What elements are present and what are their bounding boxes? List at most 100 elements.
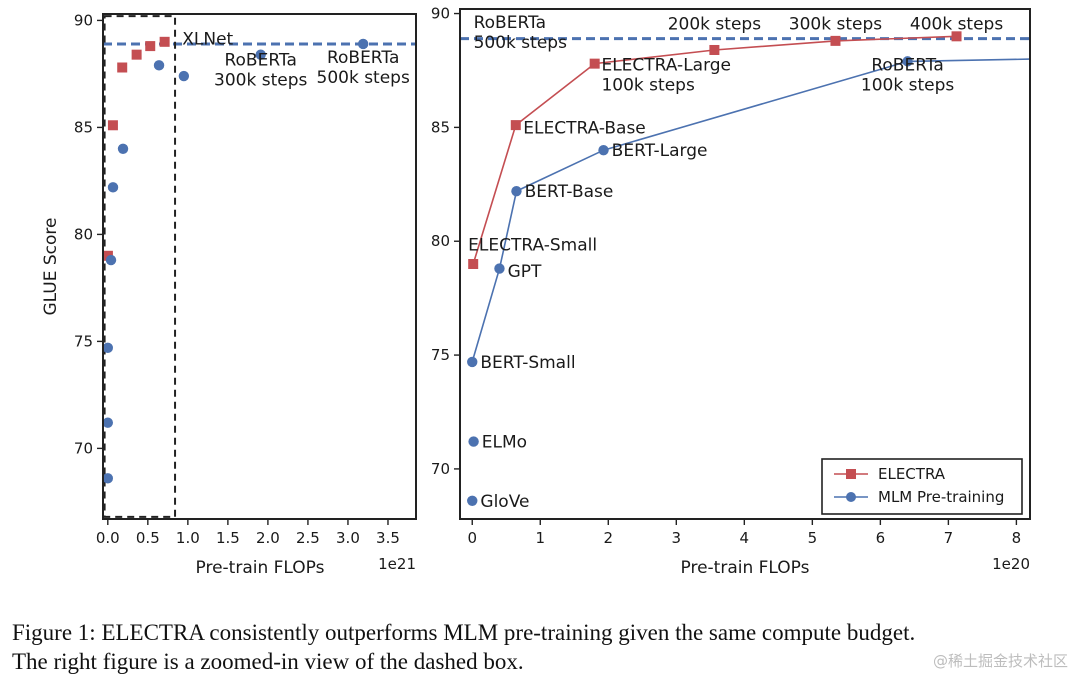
y-axis-label: GLUE Score	[41, 218, 61, 316]
data-point-square	[131, 49, 142, 60]
data-point-square	[589, 58, 600, 69]
annotation-line: BERT-Large	[612, 141, 708, 161]
plot-frame	[102, 13, 417, 520]
x-tick-label: 3	[672, 529, 682, 547]
annotation-line: 100k steps	[861, 75, 954, 95]
data-point-circle	[902, 56, 913, 67]
data-point-square	[159, 36, 170, 47]
x-tick-label: 0	[467, 529, 477, 547]
annotation-line: 500k steps	[317, 68, 410, 88]
data-point-circle	[468, 436, 479, 447]
y-tick-label: 85	[431, 118, 450, 136]
data-point-circle	[467, 356, 478, 368]
data-point-circle	[102, 342, 114, 354]
annotation-line: ELMo	[482, 433, 527, 453]
data-point-square	[117, 62, 128, 73]
x-scale-label: 1e21	[378, 555, 416, 573]
data-point-circle	[255, 49, 266, 60]
data-point-square	[510, 120, 521, 131]
legend-marker-circle	[846, 492, 856, 502]
y-tick-label: 80	[74, 225, 93, 243]
x-tick-label: 2.0	[256, 529, 280, 547]
annotation-line: RoBERTa	[224, 50, 296, 70]
x-tick-label: 2	[604, 529, 614, 547]
annotation: BERT-Base	[525, 182, 614, 202]
x-tick-label: 2.5	[296, 529, 320, 547]
annotation: 200k steps	[668, 14, 761, 34]
data-point-square	[107, 120, 118, 131]
legend-box	[821, 458, 1023, 515]
y-tick-label: 80	[431, 232, 450, 250]
series-1	[102, 38, 369, 484]
annotation: 300k steps	[789, 14, 882, 34]
data-point-circle	[107, 182, 119, 193]
data-point-square	[709, 44, 720, 55]
x-tick-label: 3.5	[376, 529, 400, 547]
data-point-circle	[178, 70, 190, 82]
data-point-circle	[153, 60, 165, 71]
watermark: @稀土掘金技术社区	[932, 652, 1068, 670]
data-point-circle	[511, 185, 522, 197]
annotation-line: ELECTRA-Base	[523, 118, 646, 138]
annotation: 400k steps	[910, 14, 1003, 34]
zoom-dashed-box	[103, 15, 177, 518]
legend-label: MLM Pre-training	[878, 488, 1004, 506]
data-point-circle	[102, 473, 114, 484]
annotation-line: GloVe	[480, 492, 529, 512]
data-point-circle	[117, 143, 129, 155]
data-point-circle	[105, 254, 117, 266]
caption-line-1: Figure 1: ELECTRA consistently outperfor…	[12, 620, 916, 645]
annotation-line: ELECTRA-Large	[601, 55, 731, 75]
y-tick-label: 85	[74, 118, 93, 136]
annotation-line: 300k steps	[214, 70, 307, 90]
data-point-circle	[102, 417, 114, 428]
annotation-line: RoBERTa	[871, 55, 943, 75]
y-tick-label: 70	[431, 460, 450, 478]
data-point-square	[145, 41, 156, 52]
annotation-line: RoBERTa	[327, 48, 399, 68]
caption-line-2: The right figure is a zoomed-in view of …	[12, 649, 524, 674]
y-tick-label: 75	[431, 346, 450, 364]
annotation: XLNet	[182, 29, 233, 49]
annotation: RoBERTa 500k steps	[474, 13, 567, 53]
x-tick-label: 5	[808, 529, 818, 547]
series-0	[102, 36, 170, 261]
data-point-square	[102, 250, 113, 261]
annotation-line: ELECTRA-Small	[468, 235, 597, 255]
x-tick-label: 3.0	[336, 529, 360, 547]
x-axis-label: Pre-train FLOPs	[681, 558, 810, 578]
annotation-line: RoBERTa	[474, 13, 546, 33]
annotation-line: BERT-Small	[480, 353, 575, 373]
x-tick-label: 1.0	[176, 529, 200, 547]
series-line-mlm-pre-training	[471, 58, 1031, 363]
annotation: ELECTRA-Base	[523, 118, 646, 138]
annotation: RoBERTa 500k steps	[317, 48, 410, 88]
annotation: BERT-Small	[480, 353, 575, 373]
annotation-line: 500k steps	[474, 33, 567, 53]
data-point-square	[951, 31, 962, 42]
annotation-line: 300k steps	[789, 14, 882, 34]
y-tick-label: 90	[74, 11, 93, 29]
data-point-square	[468, 259, 479, 269]
annotation-line: 200k steps	[668, 14, 761, 34]
x-tick-label: 7	[944, 529, 954, 547]
x-tick-label: 4	[740, 529, 750, 547]
annotation-line: GPT	[508, 262, 542, 282]
data-point-circle	[357, 38, 369, 50]
annotation-line: XLNet	[182, 29, 233, 49]
x-tick-label: 0.5	[136, 529, 160, 547]
annotation: RoBERTa 100k steps	[861, 55, 954, 95]
x-scale-label: 1e20	[992, 555, 1030, 573]
legend-marker-square	[846, 469, 856, 479]
legend: ELECTRA MLM Pre-training	[821, 458, 1023, 515]
annotation-line: 100k steps	[601, 75, 694, 95]
annotation: RoBERTa 300k steps	[214, 50, 307, 90]
series-0	[468, 31, 962, 269]
annotation: ELECTRA-Small	[468, 235, 597, 255]
x-tick-label: 0.0	[96, 529, 120, 547]
annotation: ELECTRA-Large 100k steps	[601, 55, 731, 95]
annotation-line: 400k steps	[910, 14, 1003, 34]
figure-caption: Figure 1: ELECTRA consistently outperfor…	[12, 618, 1072, 676]
data-point-circle	[494, 263, 505, 274]
